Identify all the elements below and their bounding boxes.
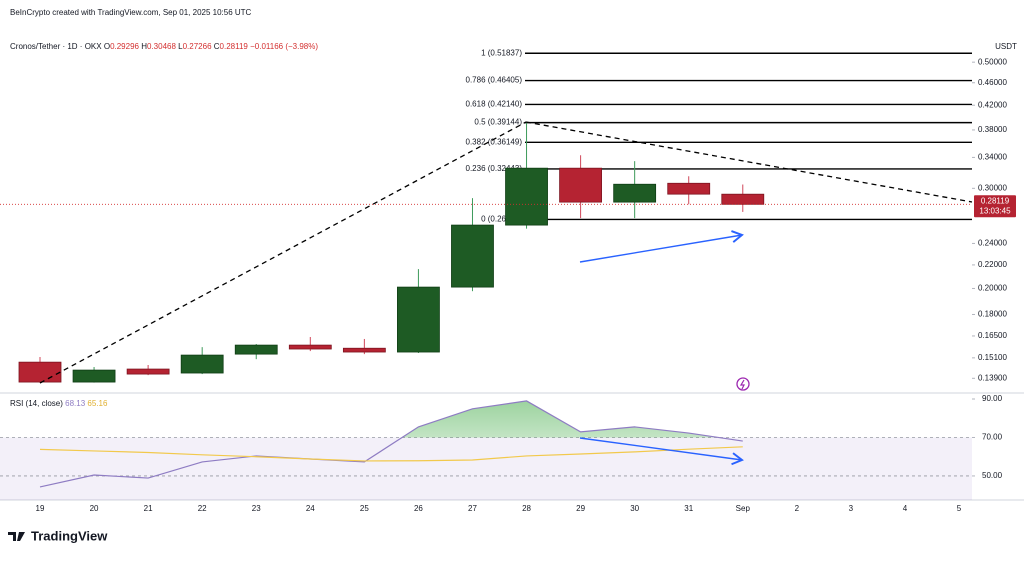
y-tick-label: 0.18000 <box>978 310 1007 319</box>
rsi-title: RSI (14, close) <box>10 399 63 408</box>
rsi-line <box>39 400 743 488</box>
event-circle[interactable] <box>736 377 750 391</box>
ohlc-key: L <box>178 42 183 51</box>
y-tick-label: 0.16500 <box>978 331 1007 340</box>
y-tick-label: 0.30000 <box>978 183 1007 192</box>
y-tick-label: 0.15100 <box>978 353 1007 362</box>
x-tick-label: 5 <box>957 504 962 513</box>
trend-line <box>525 121 973 203</box>
x-tick-label: 29 <box>576 504 585 513</box>
fib-label: 0.786 (0.46405) <box>466 76 523 85</box>
arrow <box>579 437 744 466</box>
x-tick-label: 20 <box>90 504 99 513</box>
y-tick-label: 0.46000 <box>978 78 1007 87</box>
candle-body <box>613 183 657 203</box>
ohlc-value: 0.30468 <box>147 42 176 51</box>
y-tick-label: 0.24000 <box>978 239 1007 248</box>
change: −0.01166 (−3.98%) <box>250 42 318 51</box>
ohlc-value: 0.28119 <box>220 42 249 51</box>
candle-body <box>180 354 224 374</box>
x-tick-label: 21 <box>144 504 153 513</box>
x-tick-label: 3 <box>849 504 854 513</box>
candle-body <box>559 167 602 203</box>
trend-line <box>39 121 527 384</box>
rsi-legend: RSI (14, close) 68.13 65.16 <box>10 399 108 408</box>
fib-label: 1 (0.51837) <box>481 48 522 57</box>
credit: BeInCrypto created with TradingView.com,… <box>10 8 252 17</box>
countdown: 13:03:45 <box>979 206 1011 215</box>
logo: TradingView <box>8 528 108 543</box>
fib-label: 0.618 (0.42140) <box>466 100 523 109</box>
ohlc-key: C <box>214 42 220 51</box>
price-tag <box>974 195 1016 218</box>
y-tick-label: 0.38000 <box>978 125 1007 134</box>
y-tick-label: 0.20000 <box>978 284 1007 293</box>
candle-body <box>505 167 548 226</box>
ohlc-key: O <box>104 42 110 51</box>
x-tick-label: 31 <box>684 504 693 513</box>
logo-mark <box>8 532 25 541</box>
x-tick-label: 23 <box>252 504 261 513</box>
logo-text: TradingView <box>31 528 108 543</box>
overbought-fill <box>402 400 719 438</box>
event-icon[interactable] <box>736 377 750 391</box>
candle-body <box>451 224 494 288</box>
candle-body <box>721 193 765 205</box>
x-tick-label: 24 <box>306 504 315 513</box>
ohlc-value: 0.29296 <box>110 42 139 51</box>
y-tick-label: 0.22000 <box>978 260 1007 269</box>
candle-body <box>126 368 170 375</box>
candle-body <box>288 344 332 350</box>
rsi-value: 68.13 <box>65 399 86 408</box>
fib-label: 0.236 (0.32443) <box>466 164 523 173</box>
y-tick-label: 0.42000 <box>978 100 1007 109</box>
y-tick-label: 90.00 <box>982 394 1003 403</box>
event-bolt[interactable] <box>739 379 745 390</box>
candle-body <box>18 361 62 383</box>
legend: Cronos/Tether · 1D · OKX O0.29296 H0.304… <box>10 42 318 51</box>
fib-label: 0.382 (0.36149) <box>466 137 523 146</box>
rsi-ma-value: 65.16 <box>87 399 108 408</box>
candle-body <box>397 286 440 353</box>
y-tick-label: 50.00 <box>982 471 1003 480</box>
candle-body <box>667 182 711 195</box>
symbol: Cronos/Tether · 1D · OKX <box>10 42 102 51</box>
x-tick-label: 19 <box>36 504 45 513</box>
x-tick-label: 30 <box>630 504 639 513</box>
unit: USDT <box>995 42 1017 51</box>
x-tick-label: 27 <box>468 504 477 513</box>
y-tick-label: 70.00 <box>982 433 1003 442</box>
candle-body <box>342 347 386 353</box>
x-tick-label: 22 <box>198 504 207 513</box>
rsi-band <box>0 437 972 500</box>
y-tick-label: 0.13900 <box>978 373 1007 382</box>
price-tag-label: 0.28119 <box>981 196 1010 205</box>
panes <box>0 392 1024 501</box>
x-tick-label: 4 <box>903 504 908 513</box>
y-tick-label: 0.34000 <box>978 153 1007 162</box>
x-tick-label: Sep <box>736 504 751 513</box>
candle-body <box>234 344 278 355</box>
x-tick-label: 2 <box>795 504 800 513</box>
ohlc-key: H <box>141 42 147 51</box>
arrow <box>579 230 744 263</box>
x-tick-label: 25 <box>360 504 369 513</box>
x-tick-label: 26 <box>414 504 423 513</box>
candle-body <box>72 369 116 383</box>
ohlc-value: 0.27266 <box>183 42 212 51</box>
y-tick-label: 0.50000 <box>978 57 1007 66</box>
rsi-line <box>39 446 743 462</box>
x-tick-label: 28 <box>522 504 531 513</box>
fib-label: 0 (0.26452) <box>481 215 522 224</box>
fib-label: 0.5 (0.39144) <box>474 118 522 127</box>
